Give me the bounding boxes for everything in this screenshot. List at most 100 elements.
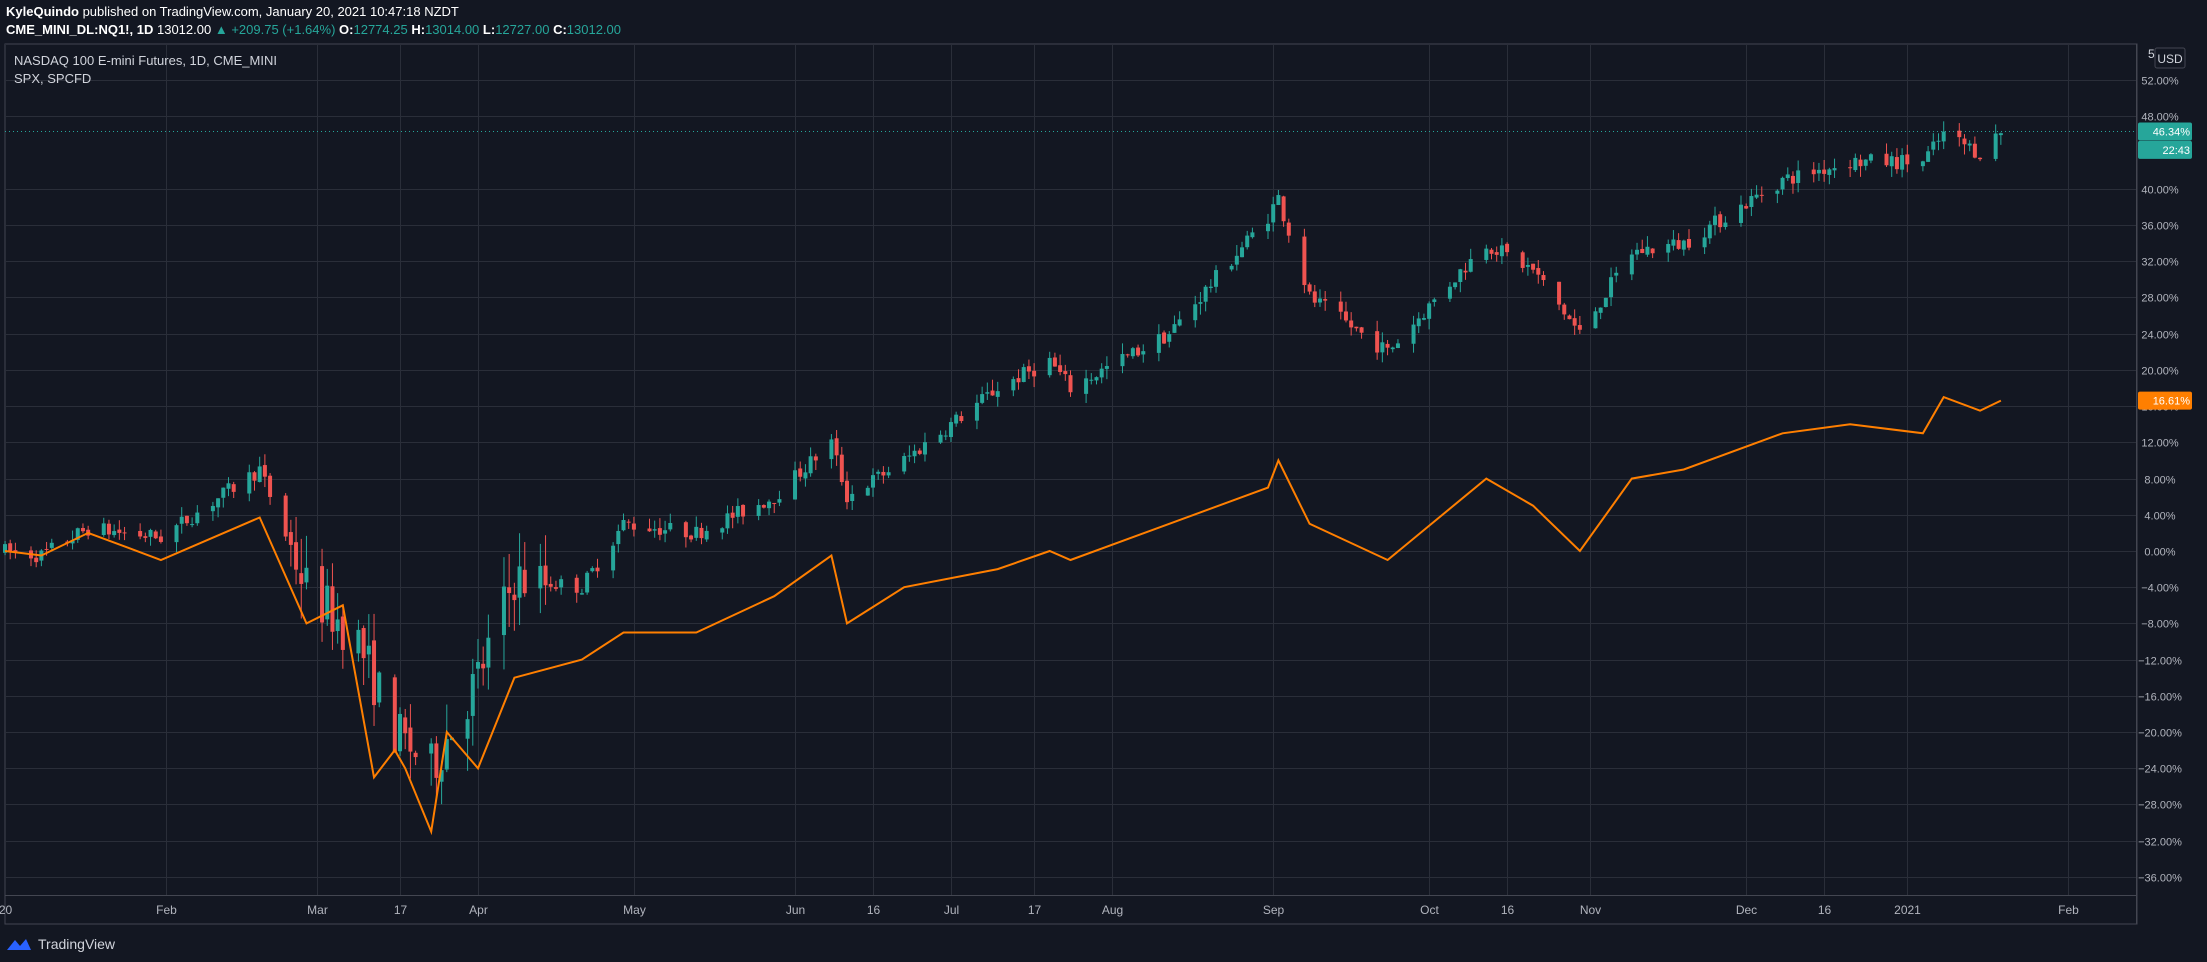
price-tag-box [2138,122,2192,141]
candle-body [1240,247,1245,258]
candle-body [288,532,293,545]
candle-body [1312,291,1317,303]
x-tick-label: Dec [1736,903,1757,917]
candle-body [1832,168,1837,171]
candle-body [1811,169,1816,175]
candle-body [1629,254,1634,275]
candle-body [1926,151,1931,162]
y-tick-label: −36.00% [2138,873,2182,885]
price-tag-box [2138,391,2192,410]
candle-body [1380,342,1385,353]
tradingview-logo-icon[interactable] [6,936,32,952]
scale-button[interactable]: 5 [2148,47,2155,61]
candle-body [335,619,340,632]
candle-body [1193,304,1198,321]
candle-body [626,521,631,523]
candle-body [299,573,304,584]
candle-body [1998,133,2003,136]
candle-body [481,663,486,669]
candle-body [813,456,818,461]
candle-body [1162,332,1167,344]
legend-compare[interactable]: SPX, SPCFD [14,71,92,86]
y-tick-label: 52.00% [2141,76,2179,88]
candle-body [1177,319,1182,326]
candle-body [1671,239,1676,246]
candle-body [1047,357,1052,376]
candle-body [1972,143,1977,158]
candle-body [231,484,236,492]
candle-body [1884,153,1889,166]
candle-body [1141,351,1146,355]
x-tick-label: 16 [867,903,881,917]
candle-body [1052,357,1057,367]
x-tick-label: 17 [394,903,408,917]
candle-body [429,743,434,754]
candle-body [1941,131,1946,142]
candle-body [538,565,543,589]
candle-body [1905,154,1910,165]
brand-name[interactable]: TradingView [38,936,116,952]
candle-body [413,752,418,758]
candle-body [652,529,657,531]
y-tick-label: −20.00% [2138,728,2182,740]
candle-body [1354,326,1359,329]
x-tick-label: Feb [2058,903,2079,917]
y-tick-label: 40.00% [2141,185,2179,197]
candle-body [907,455,912,457]
candle-body [1343,311,1348,321]
time-axis[interactable]: 20 Feb Mar 17 Apr May Jun 16 Jul 17 Aug Sep Oct 16 Nov… [0,903,2079,917]
candle-body [1349,320,1354,328]
candle-body [1666,244,1671,253]
candle-body [1744,206,1749,209]
candle-body [1089,379,1094,381]
price-tags: 46.34% 22:43 16.61% [2138,122,2192,410]
candle-body [1687,238,1692,248]
candle-body [247,472,252,494]
currency-label: USD [2157,52,2183,66]
candle-body [1026,366,1031,372]
candle-body [439,770,444,782]
x-tick-label: Feb [156,903,177,917]
candle-body [1167,334,1172,342]
legend-main[interactable]: NASDAQ 100 E-mini Futures, 1D, CME_MINI [14,53,277,68]
candle-body [106,523,111,535]
candle-body [268,475,273,497]
candle-body [1505,243,1510,253]
candle-body [1104,366,1109,369]
candle-body [631,523,636,530]
candle-body [1676,240,1681,249]
candle-body [117,529,122,533]
candle-body [1863,159,1868,166]
candle-body [44,548,49,550]
candle-body [1853,157,1858,171]
candle-body [647,528,652,532]
candle-body [3,544,7,553]
last-price: 13012.00 [156,22,212,37]
y-tick-label: −12.00% [2138,656,2182,668]
price-axis[interactable]: 52.00% 48.00% 40.00% 36.00% 32.00% 28.00% 24.0… [2138,76,2182,885]
x-tick-label: Jul [944,903,959,917]
candle-body [777,499,782,503]
open-label: O: [339,22,354,37]
spx-line [4,395,2002,836]
candle-body [1245,235,1250,248]
author-name[interactable]: KyleQuindo [6,4,79,19]
candle-body [1723,222,1728,227]
candle-body [668,522,673,530]
currency-button[interactable]: USD [2154,47,2186,69]
candle-body [143,536,148,538]
x-tick-label: 20 [0,903,12,917]
candle-body [1920,161,1925,167]
chart-frame [4,43,2138,925]
ohlc-line: CME_MINI_DL:NQ1!, 1D 13012.00 ▲ +209.75 … [6,21,2196,39]
candle-body [70,540,75,544]
y-tick-label: 24.00% [2141,330,2179,342]
candle-body [1203,286,1208,302]
candle-body [1738,204,1743,223]
price-tag-label: 46.34% [2153,126,2191,138]
candle-body [1650,248,1655,254]
candle-body [179,516,184,524]
y-tick-label: −24.00% [2138,764,2182,776]
candle-body [663,530,668,534]
